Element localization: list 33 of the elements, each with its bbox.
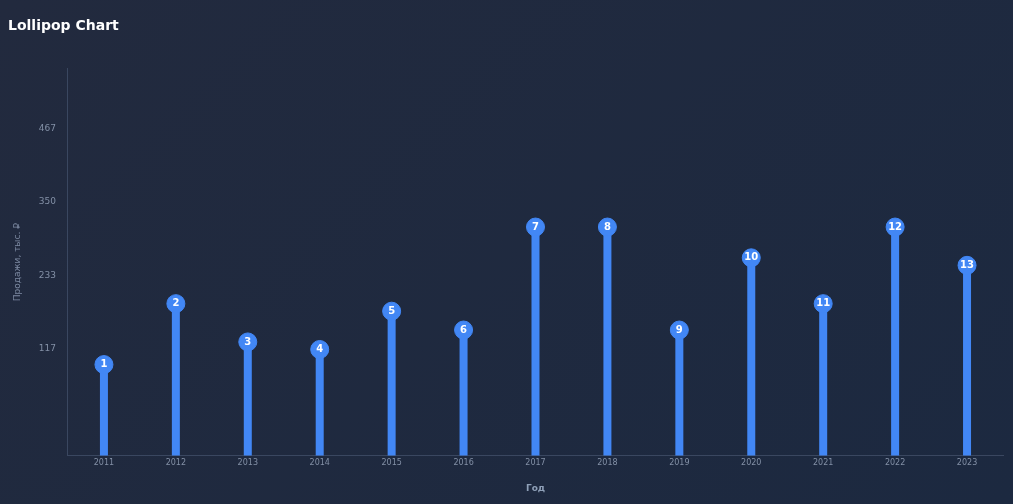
y-tick-label: 350 — [38, 196, 57, 207]
x-axis-title: Год — [525, 482, 546, 493]
x-tick-label: 2023 — [956, 458, 978, 468]
annotation: 13 — [960, 258, 975, 270]
annotation: 2 — [172, 297, 180, 309]
annotation: 1 — [100, 358, 108, 370]
annotation: 12 — [888, 220, 903, 232]
x-tick-label: 2022 — [884, 458, 906, 468]
annotation: 7 — [532, 220, 539, 232]
chart-title: Lollipop Chart — [8, 17, 120, 34]
x-tick-label: 2017 — [525, 458, 546, 468]
x-tick-label: 2020 — [741, 458, 762, 468]
x-tick-label: 2016 — [453, 458, 474, 468]
annotation: 11 — [816, 297, 831, 309]
y-axis-title: Продажи, тыс. ₽ — [11, 222, 22, 302]
x-tick-label: 2021 — [813, 458, 834, 468]
y-tick-label: 467 — [38, 122, 56, 133]
annotation: 6 — [460, 323, 468, 335]
y-tick-label: 233 — [38, 269, 56, 280]
x-tick-label: 2019 — [669, 458, 690, 468]
x-tick-label: 2018 — [597, 458, 618, 468]
annotation: 9 — [675, 323, 683, 335]
y-tick-label: 117 — [38, 342, 56, 353]
annotation: 4 — [316, 343, 324, 355]
x-tick-label: 2015 — [381, 458, 402, 468]
annotation: 10 — [744, 251, 759, 263]
annotation: 8 — [603, 220, 611, 232]
annotation: 3 — [244, 335, 252, 347]
x-tick-label: 2013 — [237, 458, 258, 468]
annotation: 5 — [388, 304, 396, 316]
x-tick-label: 2011 — [93, 458, 115, 468]
x-tick-label: 2012 — [165, 458, 187, 468]
x-tick-label: 2014 — [309, 458, 330, 468]
